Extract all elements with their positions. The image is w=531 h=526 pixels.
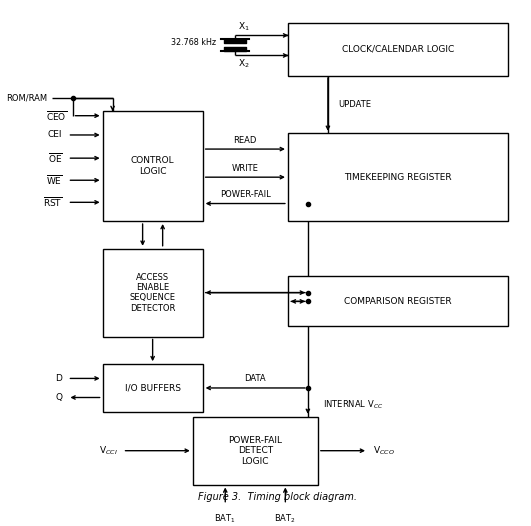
Bar bbox=[288, 133, 508, 221]
Bar bbox=[288, 23, 508, 76]
Text: 32.768 kHz: 32.768 kHz bbox=[171, 38, 216, 47]
Bar bbox=[288, 276, 508, 327]
Bar bbox=[102, 110, 203, 221]
Text: D: D bbox=[56, 374, 63, 383]
Text: CONTROL
LOGIC: CONTROL LOGIC bbox=[131, 156, 175, 176]
Text: BAT$_2$: BAT$_2$ bbox=[275, 512, 296, 524]
Text: TIMEKEEPING REGISTER: TIMEKEEPING REGISTER bbox=[344, 173, 452, 181]
Text: DATA: DATA bbox=[244, 375, 266, 383]
Text: INTERNAL V$_{CC}$: INTERNAL V$_{CC}$ bbox=[323, 398, 383, 410]
Text: $\overline{\rm RST}$: $\overline{\rm RST}$ bbox=[43, 195, 63, 209]
Text: I/O BUFFERS: I/O BUFFERS bbox=[125, 383, 181, 392]
Text: ACCESS
ENABLE
SEQUENCE
DETECTOR: ACCESS ENABLE SEQUENCE DETECTOR bbox=[130, 272, 176, 313]
Text: POWER-FAIL
DETECT
LOGIC: POWER-FAIL DETECT LOGIC bbox=[228, 436, 282, 466]
Text: X$_1$: X$_1$ bbox=[238, 21, 250, 33]
Text: WRITE: WRITE bbox=[232, 164, 259, 173]
Bar bbox=[193, 417, 318, 484]
Text: Q: Q bbox=[56, 393, 63, 402]
Text: UPDATE: UPDATE bbox=[338, 100, 371, 109]
Text: X$_2$: X$_2$ bbox=[238, 58, 250, 70]
Text: CEI: CEI bbox=[48, 130, 63, 139]
Text: POWER-FAIL: POWER-FAIL bbox=[220, 190, 271, 199]
Text: Figure 3.  Timing block diagram.: Figure 3. Timing block diagram. bbox=[199, 492, 357, 502]
Text: ROM/RAM: ROM/RAM bbox=[6, 94, 47, 103]
Text: COMPARISON REGISTER: COMPARISON REGISTER bbox=[344, 297, 452, 306]
Text: READ: READ bbox=[234, 136, 257, 145]
Text: $\overline{\rm OE}$: $\overline{\rm OE}$ bbox=[48, 151, 63, 165]
Text: BAT$_1$: BAT$_1$ bbox=[215, 512, 236, 524]
Text: V$_{CCO}$: V$_{CCO}$ bbox=[373, 444, 395, 457]
Bar bbox=[102, 249, 203, 337]
Text: V$_{CCI}$: V$_{CCI}$ bbox=[99, 444, 117, 457]
Text: $\overline{\rm WE}$: $\overline{\rm WE}$ bbox=[46, 173, 63, 187]
Bar bbox=[102, 364, 203, 412]
Text: $\overline{\rm CEO}$: $\overline{\rm CEO}$ bbox=[46, 109, 67, 123]
Text: CLOCK/CALENDAR LOGIC: CLOCK/CALENDAR LOGIC bbox=[342, 45, 454, 54]
